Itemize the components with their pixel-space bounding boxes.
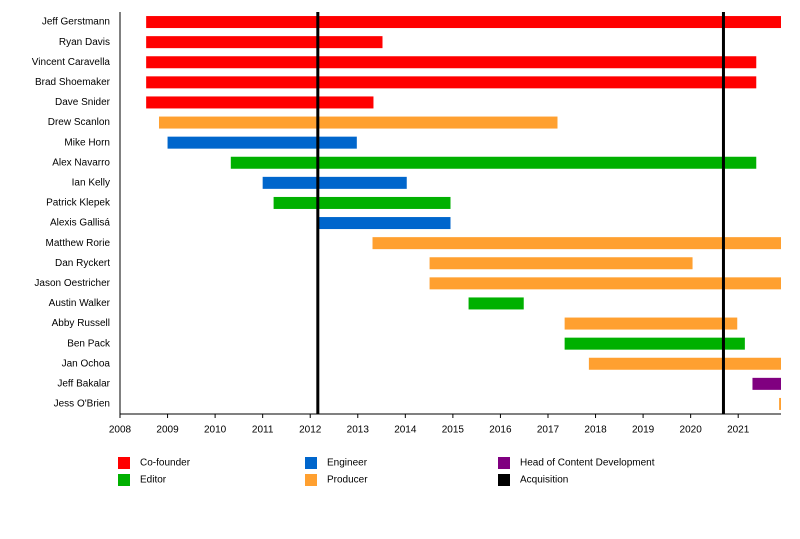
x-tick-label: 2021 (727, 425, 750, 436)
category-label: Abby Russell (52, 318, 110, 329)
bar (429, 257, 693, 270)
bar (779, 397, 781, 410)
x-tick-label: 2020 (680, 425, 703, 436)
x-tick-label: 2009 (156, 425, 179, 436)
legend-label: Head of Content Development (520, 458, 655, 469)
x-tick-label: 2016 (489, 425, 512, 436)
category-label: Austin Walker (49, 298, 111, 309)
x-tick-label: 2019 (632, 425, 655, 436)
x-tick-label: 2008 (109, 425, 132, 436)
bar (564, 317, 738, 330)
category-label: Patrick Klepek (46, 198, 111, 209)
legend-label: Editor (140, 475, 167, 486)
legend-label: Acquisition (520, 475, 568, 486)
category-label: Mike Horn (64, 137, 110, 148)
category-label: Matthew Rorie (46, 238, 111, 249)
category-label: Jan Ochoa (62, 358, 111, 369)
x-tick-label: 2012 (299, 425, 322, 436)
x-tick-label: 2013 (347, 425, 370, 436)
legend-swatch (118, 474, 130, 486)
legend-label: Producer (327, 475, 368, 486)
bar (146, 76, 757, 89)
category-label: Ian Kelly (72, 177, 110, 188)
bar (468, 297, 524, 310)
category-label: Alexis Gallisá (50, 218, 110, 229)
category-label: Jeff Gerstmann (42, 17, 110, 28)
bar (429, 277, 781, 290)
bar (752, 377, 781, 390)
bar (146, 56, 757, 69)
bar (167, 136, 357, 149)
category-label: Alex Navarro (52, 157, 110, 168)
bar (262, 176, 407, 189)
x-tick-label: 2010 (204, 425, 227, 436)
bar (146, 36, 383, 49)
bar (564, 337, 745, 350)
x-tick-label: 2014 (394, 425, 417, 436)
category-label: Dan Ryckert (55, 258, 110, 269)
category-label: Jess O'Brien (54, 399, 110, 410)
x-tick-label: 2017 (537, 425, 560, 436)
category-label: Brad Shoemaker (35, 77, 111, 88)
bar (230, 156, 757, 169)
legend-label: Engineer (327, 458, 368, 469)
x-tick-label: 2018 (584, 425, 607, 436)
legend-swatch (118, 457, 130, 469)
category-label: Drew Scanlon (48, 117, 110, 128)
bar (158, 116, 558, 129)
category-label: Dave Snider (55, 97, 111, 108)
bar (146, 16, 782, 29)
legend-swatch (305, 457, 317, 469)
bar (146, 96, 374, 109)
bar (273, 196, 451, 209)
category-label: Ben Pack (67, 338, 111, 349)
x-tick-label: 2015 (442, 425, 465, 436)
legend-swatch (498, 474, 510, 486)
legend-swatch (498, 457, 510, 469)
category-label: Jeff Bakalar (57, 378, 110, 389)
bar (588, 357, 781, 370)
category-label: Jason Oestricher (34, 278, 110, 289)
legend-label: Co-founder (140, 458, 191, 469)
bar (317, 217, 451, 230)
category-label: Ryan Davis (59, 37, 110, 48)
x-tick-label: 2011 (252, 425, 274, 436)
bar (372, 237, 781, 250)
category-label: Vincent Caravella (32, 57, 111, 68)
legend-swatch (305, 474, 317, 486)
